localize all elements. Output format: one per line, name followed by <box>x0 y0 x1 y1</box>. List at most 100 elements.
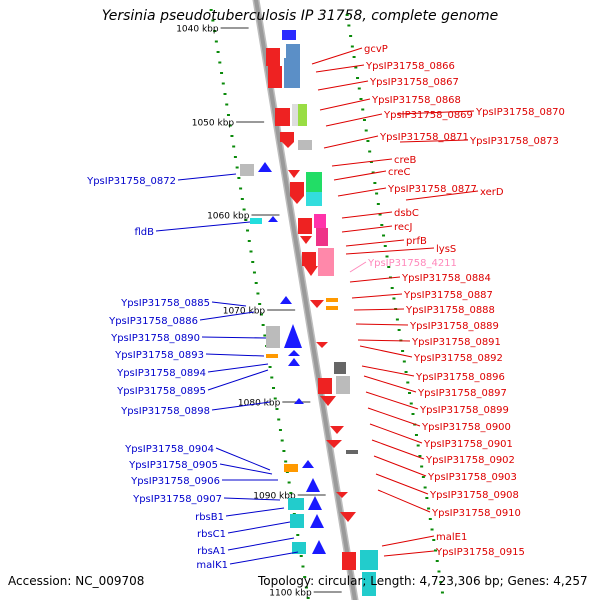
strand-arrow <box>290 196 304 204</box>
forward-gene-label: rbsA1 <box>197 546 226 557</box>
gene-block <box>318 378 332 394</box>
strand-arrow <box>306 478 320 492</box>
gene-block <box>280 132 294 142</box>
gene-block <box>298 218 312 234</box>
strand-arrow <box>258 162 272 172</box>
forward-gene-label: rbsB1 <box>195 512 224 523</box>
gene-leader-line <box>369 423 423 444</box>
reverse-gene-label: YpsIP31758_0896 <box>415 372 505 383</box>
gene-block <box>290 182 304 196</box>
strand-arrow <box>280 296 292 304</box>
strand-arrow <box>308 496 322 510</box>
gene-leader-line <box>331 158 393 167</box>
reverse-gene-label: recJ <box>394 222 413 233</box>
gene-leader-line <box>325 113 383 127</box>
gene-block <box>288 498 304 510</box>
gene-block <box>250 218 262 224</box>
reverse-gene-label: YpsIP31758_0901 <box>423 439 513 450</box>
strand-arrow <box>288 170 300 178</box>
gene-leader-line <box>365 391 419 410</box>
gene-leader-line <box>219 463 273 475</box>
forward-gene-label: YpsIP31758_0872 <box>86 176 176 187</box>
reverse-gene-label: creB <box>394 155 417 166</box>
forward-gene-label: YpsIP31758_0905 <box>128 460 218 471</box>
reverse-gene-label: YpsIP31758_0871 <box>379 132 469 143</box>
gene-leader-line <box>227 537 295 551</box>
gene-leader-line <box>357 339 411 342</box>
gene-leader-line <box>353 308 405 311</box>
strand-arrow <box>268 216 278 222</box>
forward-gene-label: YpsIP31758_0904 <box>124 444 214 455</box>
forward-gene-label: rbsC1 <box>197 529 226 540</box>
reverse-gene-label: YpsIP31758_0915 <box>435 547 525 558</box>
gene-leader-line <box>223 497 281 501</box>
gene-leader-line <box>319 98 371 111</box>
gene-leader-line <box>227 521 291 534</box>
forward-gene-label: YpsIP31758_0895 <box>116 386 206 397</box>
gene-block <box>284 58 300 88</box>
gene-leader-line <box>405 190 479 201</box>
gene-block <box>362 572 376 596</box>
gene-leader-line <box>375 473 429 495</box>
scale-label: 1100 kbp <box>269 589 312 599</box>
gene-leader-line <box>337 187 387 197</box>
gene-leader-line <box>371 439 425 460</box>
reverse-gene-label: dsbC <box>394 208 419 219</box>
strand-arrow <box>304 266 318 276</box>
gene-leader-line <box>349 276 401 283</box>
gene-leader-line <box>323 135 379 149</box>
gene-leader-line <box>215 447 271 471</box>
forward-gene-label: YpsIP31758_0907 <box>132 494 222 505</box>
reverse-gene-label: YpsIP31758_0892 <box>413 353 503 364</box>
gene-block <box>314 214 326 228</box>
gene-block <box>292 104 298 126</box>
gene-leader-line <box>205 353 265 357</box>
forward-gene-label: fldB <box>134 227 154 238</box>
gene-leader-line <box>199 311 255 321</box>
gene-leader-line <box>397 110 475 115</box>
reverse-gene-label: YpsIP31758_0887 <box>403 290 493 301</box>
strand-arrow <box>336 492 348 498</box>
gene-leader-line <box>377 489 431 513</box>
strand-arrow <box>288 358 300 366</box>
gene-block <box>336 376 350 394</box>
gene-leader-line <box>341 225 393 233</box>
gene-leader-line <box>399 139 469 143</box>
reverse-gene-label: YpsIP31758_0889 <box>409 321 499 332</box>
forward-gene-label: YpsIP31758_0906 <box>130 476 220 487</box>
reverse-gene-label: YpsIP31758_0891 <box>411 337 501 348</box>
strand-arrow <box>302 460 314 468</box>
reverse-gene-label: YpsIP31758_0866 <box>365 61 455 72</box>
reverse-gene-label: creC <box>388 167 411 178</box>
gene-leader-line <box>333 170 387 181</box>
gene-leader-line <box>211 301 247 307</box>
gene-block <box>302 252 316 266</box>
gene-leader-line <box>349 261 367 273</box>
gene-leader-line <box>355 323 409 326</box>
topology-text: Topology: circular; Length: 4,723,306 bp… <box>258 574 588 588</box>
gene-block <box>326 306 338 310</box>
gene-leader-line <box>207 363 269 373</box>
strand-arrow <box>288 350 300 356</box>
gene-block <box>268 66 282 88</box>
gene-block <box>284 464 298 472</box>
gene-leader-line <box>345 247 435 255</box>
forward-gene-label: YpsIP31758_0893 <box>114 350 204 361</box>
gene-leader-line <box>345 239 405 247</box>
reverse-gene-label: YpsIP31758_0870 <box>475 107 565 118</box>
reverse-gene-label: YpsIP31758_0873 <box>469 136 559 147</box>
gene-leader-line <box>341 211 393 219</box>
gene-leader-line <box>177 173 237 181</box>
forward-gene-label: YpsIP31758_0886 <box>108 316 198 327</box>
gene-block <box>306 172 322 192</box>
forward-gene-label: YpsIP31758_0898 <box>120 406 210 417</box>
gene-block <box>292 542 306 554</box>
scale-label: 1050 kbp <box>192 119 235 129</box>
scale-label: 1040 kbp <box>176 25 219 35</box>
reverse-gene-label: prfB <box>406 236 427 247</box>
strand-arrow <box>316 342 328 348</box>
reverse-gene-label: YpsIP31758_0899 <box>419 405 509 416</box>
gene-leader-line <box>363 375 417 393</box>
strand-arrow <box>300 236 312 244</box>
genome-title: Yersinia pseudotuberculosis IP 31758, co… <box>101 8 499 24</box>
